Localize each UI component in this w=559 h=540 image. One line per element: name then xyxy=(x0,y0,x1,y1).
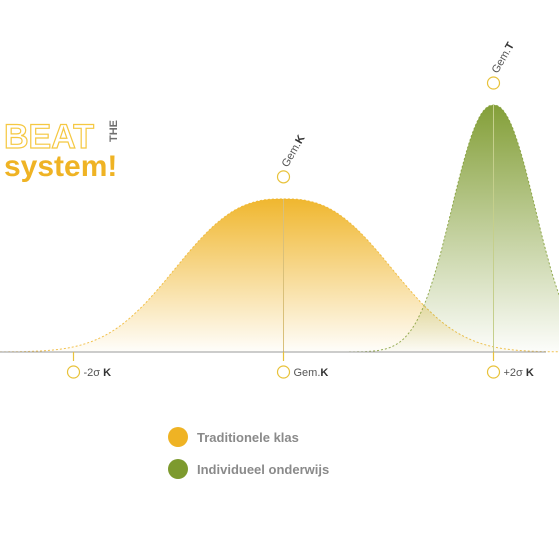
x-marker-label-2: +2σ K xyxy=(504,367,534,379)
beat-the-system-logo: BEAT THE system! xyxy=(3,117,134,188)
peak-marker-1 xyxy=(486,76,501,90)
legend-label: Individueel onderwijs xyxy=(197,461,330,477)
series-area-1 xyxy=(317,105,559,352)
legend-label: Traditionele klas xyxy=(197,429,299,445)
x-marker-circle-0 xyxy=(66,365,81,379)
logo-the-text: THE xyxy=(108,120,120,142)
peak-label-1: Gem.T xyxy=(490,40,517,75)
peak-label-0: Gem.K xyxy=(280,133,308,169)
legend-item-individueel-onderwijs: Individueel onderwijs xyxy=(168,459,329,479)
peak-marker-0 xyxy=(276,170,291,184)
logo-system-text: system! xyxy=(4,150,118,183)
legend-dot-individueel-onderwijs xyxy=(168,459,188,479)
logo-beat-text: BEAT xyxy=(3,117,95,156)
x-marker-label-1: Gem.K xyxy=(294,367,329,379)
x-marker-circle-2 xyxy=(486,365,501,379)
x-marker-circle-1 xyxy=(276,365,291,379)
legend-item-traditionele-klas: Traditionele klas xyxy=(168,427,329,447)
x-marker-label-0: -2σ K xyxy=(84,367,112,379)
series-area-0 xyxy=(0,198,559,352)
chart-legend: Traditionele klas Individueel onderwijs xyxy=(168,427,329,491)
legend-dot-traditionele-klas xyxy=(168,427,188,447)
